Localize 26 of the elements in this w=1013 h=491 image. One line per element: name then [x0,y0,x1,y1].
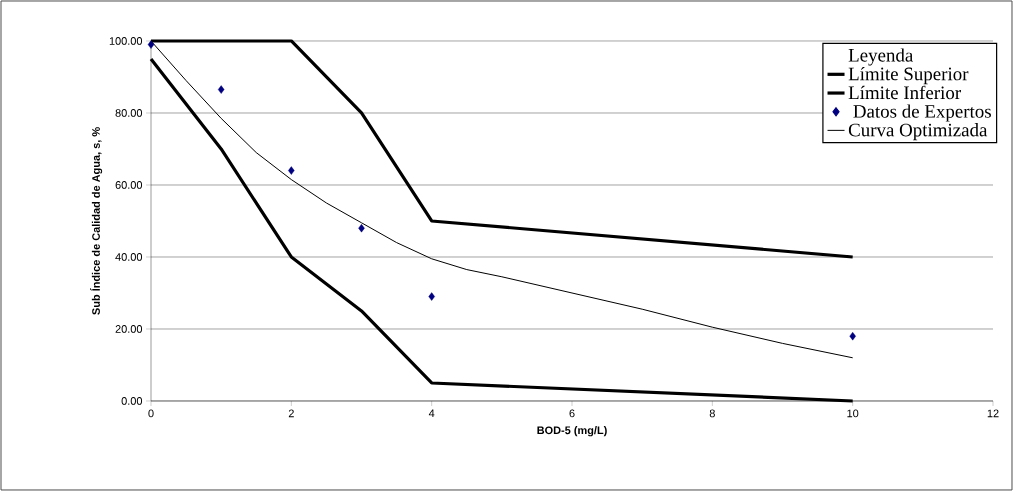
y-tick-label: 100.00 [109,37,143,45]
point [147,40,155,49]
point [217,85,225,94]
y-tick-label: 60.00 [115,181,143,189]
legend-title: Leyenda [848,48,914,66]
point [428,292,435,301]
x-tick-label: 12 [987,409,999,418]
x-tick-label: 10 [847,409,859,418]
x-tick-label: 8 [709,409,715,418]
point [288,166,295,175]
x-axis-title: BOD-5 (mg/L) [537,426,607,437]
legend-label: Datos de Expertos [853,104,991,122]
point [849,331,856,341]
legend-label: Límite Inferior [848,85,961,100]
point [358,223,365,233]
legend-label: Límite Superior [848,67,969,85]
y-tick-label: 20.00 [115,325,143,333]
y-tick-label: 80.00 [115,109,143,117]
y-axis-title: Sub Índice de Calidad de Agua, s, % [90,127,103,315]
legend-label: Curva Optimizada [848,123,988,141]
y-tick-label: 0.00 [121,397,143,405]
y-tick-label: 40.00 [115,253,143,261]
x-tick-label: 4 [428,409,435,418]
x-tick-label: 2 [288,409,294,418]
x-tick-label: 6 [569,409,575,418]
x-tick-label: 0 [148,409,154,418]
